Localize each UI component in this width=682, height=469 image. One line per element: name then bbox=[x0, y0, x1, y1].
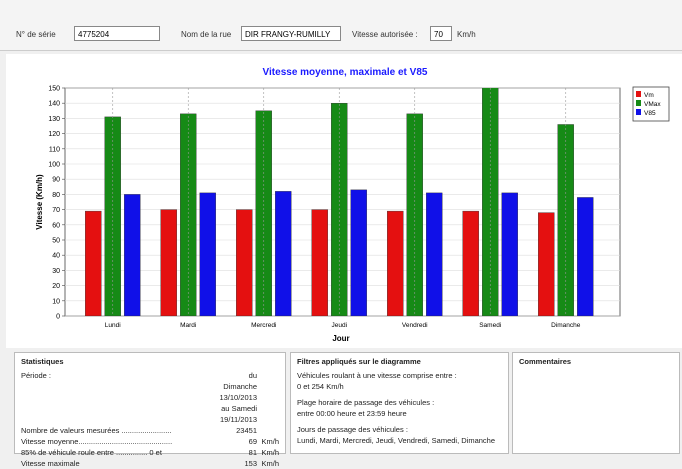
panel-title: Commentaires bbox=[519, 357, 572, 366]
filter-line: Jours de passage des véhicules : bbox=[297, 425, 408, 434]
x-axis-label: Jour bbox=[332, 334, 349, 343]
stat-cell: 23451 bbox=[236, 426, 257, 435]
x-tick-label: Mercredi bbox=[251, 322, 276, 329]
y-tick-label: 60 bbox=[52, 222, 60, 229]
label: N° de série bbox=[16, 30, 56, 39]
y-tick-label: 130 bbox=[48, 116, 60, 123]
label: Km/h bbox=[457, 30, 476, 39]
x-tick-label: Samedi bbox=[479, 322, 501, 329]
legend-swatch bbox=[636, 91, 641, 97]
stat-cell: 85% de véhicule roule entre ............… bbox=[21, 448, 162, 457]
bar bbox=[501, 192, 518, 316]
y-axis-label: Vitesse (Km/h) bbox=[35, 174, 44, 230]
y-tick-label: 10 bbox=[52, 298, 60, 305]
filters-panel: Filtres appliqués sur le diagramme Véhic… bbox=[290, 352, 509, 454]
x-tick-label: Lundi bbox=[105, 322, 121, 329]
legend-swatch bbox=[636, 109, 641, 115]
stat-cell: 81 bbox=[248, 448, 257, 457]
bar bbox=[199, 192, 216, 316]
y-tick-label: 90 bbox=[52, 177, 60, 184]
y-tick-label: 110 bbox=[49, 146, 60, 153]
stat-cell: 69 bbox=[248, 437, 257, 446]
filter-line: Véhicules roulant à une vitesse comprise… bbox=[297, 371, 457, 380]
x-tick-label: Jeudi bbox=[331, 322, 347, 329]
bar bbox=[275, 191, 292, 316]
y-tick-label: 150 bbox=[48, 86, 60, 93]
stat-row: Nombre de valeurs mesurées .............… bbox=[21, 425, 279, 436]
stat-cell: Nombre de valeurs mesurées .............… bbox=[21, 426, 172, 435]
stat-cell: Km/h bbox=[261, 448, 279, 457]
bar bbox=[538, 212, 555, 316]
legend-label: Vm bbox=[644, 92, 654, 99]
stat-row: Période : du Dimanche 13/10/2013 au Samed… bbox=[21, 370, 279, 425]
x-tick-label: Mardi bbox=[180, 322, 196, 329]
chart-title: Vitesse moyenne, maximale et V85 bbox=[263, 67, 428, 78]
stat-row: Vitesse maximale 153 Km/h bbox=[21, 458, 279, 469]
chart: Vitesse moyenne, maximale et V85 Jour Vi… bbox=[35, 67, 670, 343]
input[interactable]: 4775204 bbox=[74, 26, 160, 41]
label: Vitesse autorisée : bbox=[352, 30, 418, 39]
y-tick-label: 50 bbox=[52, 238, 60, 245]
stat-cell: Vitesse moyenne.........................… bbox=[21, 437, 173, 446]
x-tick-label: Dimanche bbox=[551, 322, 581, 329]
bar bbox=[236, 209, 253, 316]
filter-line: 0 et 254 Km/h bbox=[297, 382, 344, 391]
bar bbox=[85, 210, 102, 316]
filter-line: entre 00:00 heure et 23:59 heure bbox=[297, 409, 407, 418]
stat-row: 85% de véhicule roule entre ............… bbox=[21, 447, 279, 458]
input[interactable]: DIR FRANGY-RUMILLY bbox=[241, 26, 341, 41]
bar bbox=[124, 194, 141, 316]
label: Nom de la rue bbox=[181, 30, 232, 39]
filter-line: Lundi, Mardi, Mercredi, Jeudi, Vendredi,… bbox=[297, 436, 496, 445]
y-tick-label: 20 bbox=[52, 283, 60, 290]
input[interactable]: 70 bbox=[430, 26, 452, 41]
y-tick-label: 80 bbox=[52, 192, 60, 199]
y-tick-label: 30 bbox=[52, 268, 60, 275]
stat-cell: Vitesse maximale bbox=[21, 459, 80, 468]
bar bbox=[311, 209, 328, 316]
stat-row: Vitesse moyenne.........................… bbox=[21, 436, 279, 447]
stat-cell: du Dimanche 13/10/2013 au Samedi 19/11/2… bbox=[219, 371, 257, 424]
chart-panel: Vitesse moyenne, maximale et V85 Jour Vi… bbox=[6, 54, 682, 348]
bar bbox=[160, 209, 177, 316]
filter-line: Plage horaire de passage des véhicules : bbox=[297, 398, 435, 407]
y-tick-label: 0 bbox=[56, 314, 60, 321]
legend-label: VMax bbox=[644, 101, 661, 108]
y-tick-label: 70 bbox=[52, 207, 60, 214]
stat-cell: Km/h bbox=[261, 459, 279, 468]
legend-label: V85 bbox=[644, 110, 656, 117]
panel-title: Filtres appliqués sur le diagramme bbox=[297, 357, 421, 366]
bar bbox=[426, 192, 443, 316]
x-tick-label: Vendredi bbox=[402, 322, 428, 329]
y-tick-label: 140 bbox=[48, 101, 60, 108]
stat-cell: Période : bbox=[21, 371, 52, 380]
bar bbox=[462, 210, 479, 316]
bar bbox=[350, 189, 367, 316]
stat-cell bbox=[257, 370, 279, 425]
legend-swatch bbox=[636, 100, 641, 106]
bar bbox=[387, 210, 404, 316]
comments-panel: Commentaires bbox=[512, 352, 680, 454]
bar bbox=[577, 197, 594, 316]
y-tick-label: 120 bbox=[48, 131, 60, 138]
header: N° de série 4775204 Nom de la rue DIR FR… bbox=[0, 0, 682, 51]
y-tick-label: 40 bbox=[52, 253, 60, 260]
stat-cell: Km/h bbox=[261, 437, 279, 446]
y-tick-label: 100 bbox=[48, 162, 60, 169]
statistics-panel: Statistiques Période : du Dimanche 13/10/… bbox=[14, 352, 286, 468]
stat-cell: 153 bbox=[244, 459, 257, 468]
panel-title: Statistiques bbox=[21, 357, 64, 366]
stat-cell bbox=[257, 425, 279, 436]
